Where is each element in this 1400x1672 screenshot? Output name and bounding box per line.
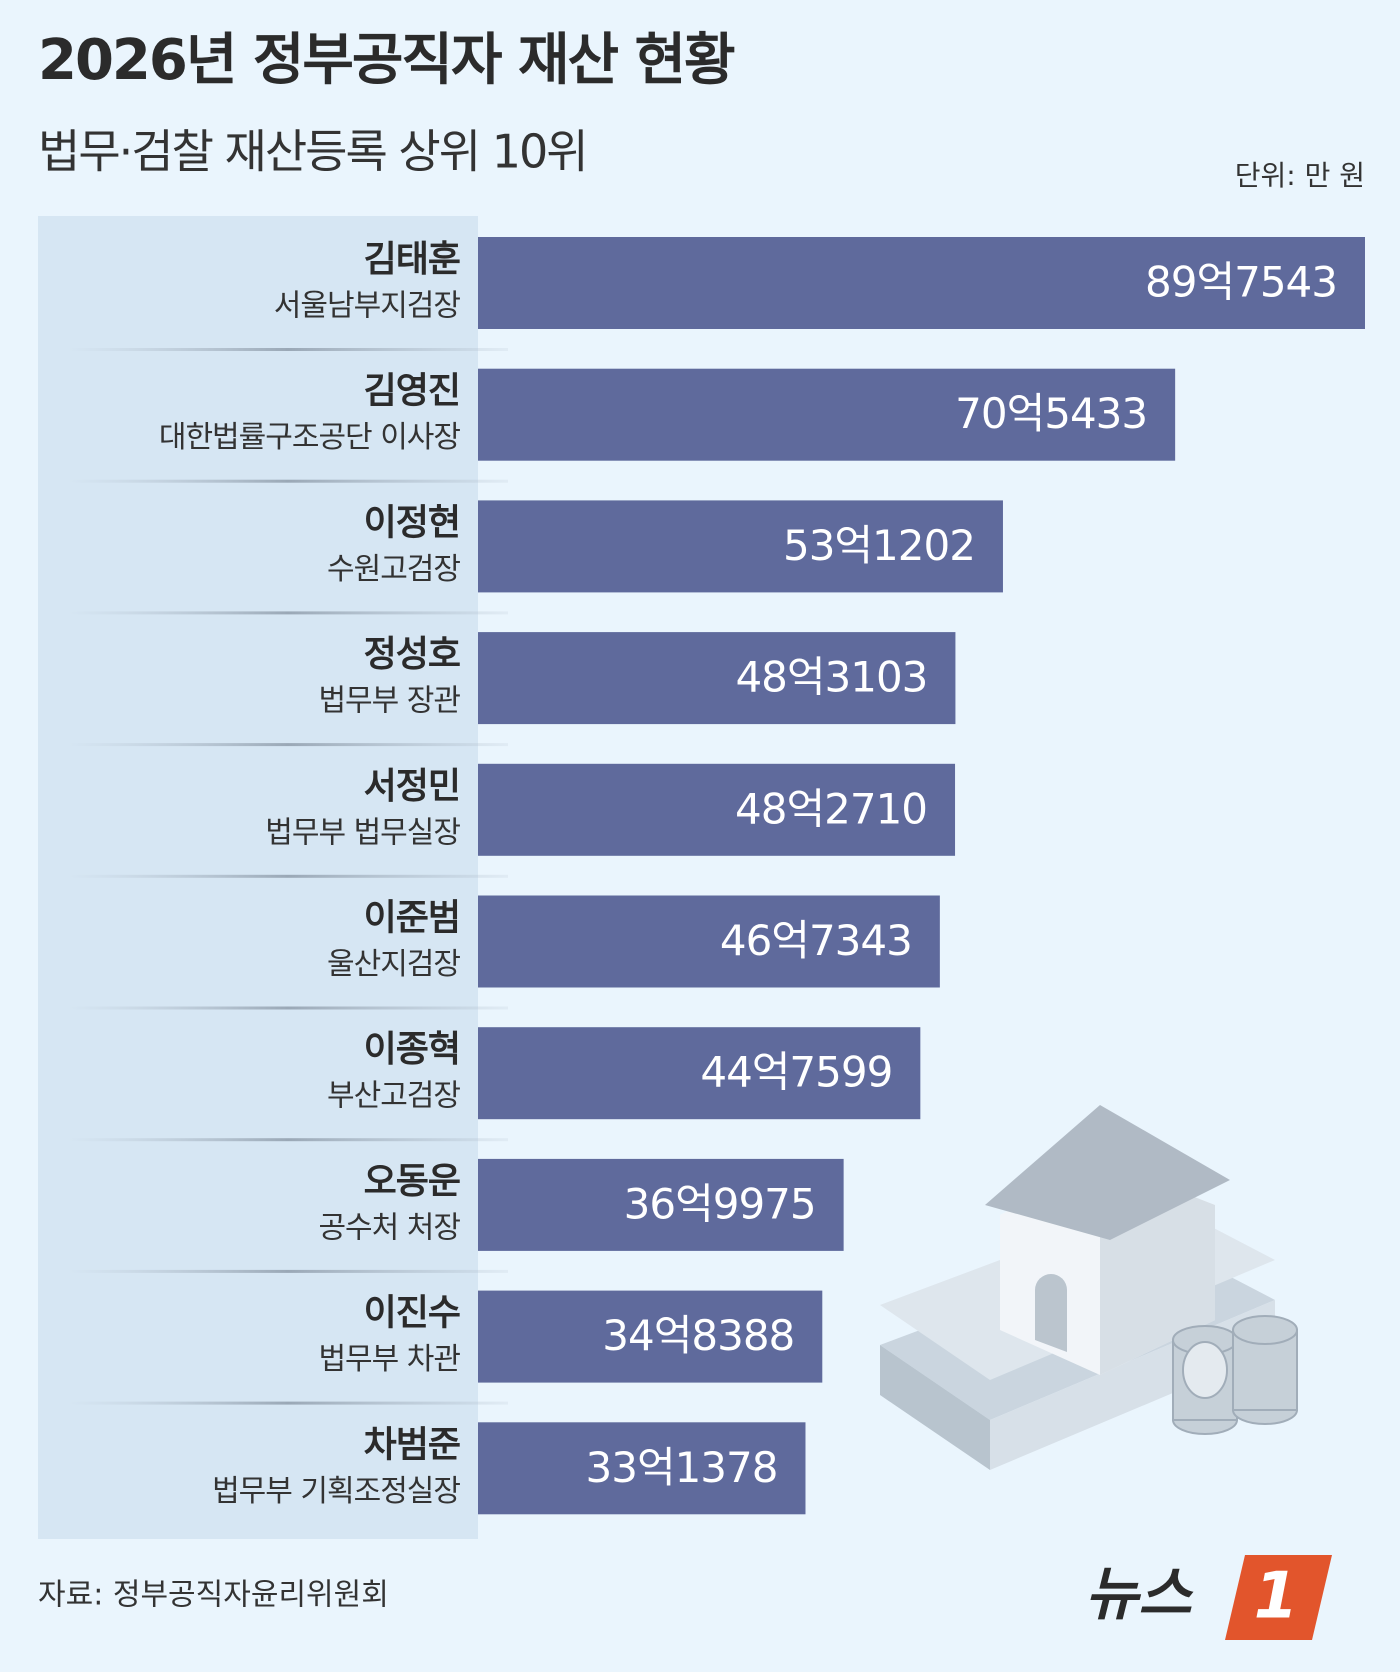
logo-mark: 1: [1254, 1560, 1299, 1634]
bar: [478, 237, 1365, 329]
bar: [478, 1158, 844, 1251]
value-label: 34억8388: [602, 1311, 794, 1360]
unit-label: 단위: 만 원: [1235, 159, 1365, 192]
category-role: 울산지검장: [327, 947, 460, 982]
logo-badge: [1225, 1555, 1332, 1640]
source: 자료: 정부공직자윤리위원회: [38, 1578, 389, 1613]
row-separator: [68, 348, 508, 351]
category-role: 대한법률구조공단 이사장: [159, 420, 461, 455]
chart-title: 2026년 정부공직자 재산 현황: [38, 28, 735, 93]
row-separator: [68, 1401, 508, 1405]
category-name: 김태훈: [364, 239, 460, 280]
logo: 뉴스 1: [1085, 1555, 1332, 1640]
bar: [478, 1422, 806, 1515]
bar: [478, 500, 1003, 593]
category-role: 법무부 법무실장: [265, 815, 460, 850]
category-name: 김영진: [364, 371, 460, 412]
category-role: 법무부 기획조정실장: [212, 1474, 460, 1509]
bar: [478, 763, 956, 856]
logo-text: 뉴스: [1085, 1560, 1194, 1628]
bar: [478, 1290, 823, 1383]
value-label: 33억1378: [586, 1443, 778, 1492]
bar: [478, 368, 1176, 461]
row-separator: [68, 611, 508, 615]
bar: [478, 895, 940, 988]
value-label: 46억7343: [720, 916, 912, 965]
category-name: 이정현: [364, 502, 460, 543]
category-role: 법무부 차관: [318, 1342, 460, 1377]
bar: [478, 632, 956, 725]
row-separator: [68, 1269, 508, 1273]
row-separator: [68, 479, 508, 483]
category-role: 공수처 처장: [318, 1210, 460, 1245]
value-label: 48억3103: [735, 653, 927, 702]
category-role: 수원고검장: [327, 552, 460, 587]
row-separator: [68, 743, 508, 747]
category-name: 이준범: [364, 898, 460, 939]
value-label: 53억1202: [783, 521, 975, 570]
category-role: 부산고검장: [327, 1079, 460, 1114]
value-label: 36억9975: [624, 1179, 816, 1228]
value-label: 70억5433: [955, 389, 1147, 438]
category-name: 차범준: [364, 1424, 460, 1465]
category-name: 오동운: [364, 1161, 460, 1202]
category-role: 법무부 장관: [318, 684, 460, 719]
chart-subtitle: 법무·검찰 재산등록 상위 10위: [38, 125, 587, 179]
row-separator: [68, 1138, 508, 1142]
value-label: 44억7599: [700, 1048, 892, 1097]
row-separator: [68, 874, 508, 878]
row-separator: [68, 1006, 508, 1010]
category-name: 서정민: [364, 766, 460, 807]
category-name: 정성호: [364, 634, 460, 675]
category-role: 서울남부지검장: [274, 289, 461, 324]
category-name: 이진수: [364, 1293, 460, 1334]
value-label: 48억2710: [735, 784, 927, 833]
illustration: [880, 1105, 1298, 1470]
value-label: 89억7543: [1145, 258, 1337, 307]
bar: [478, 1027, 921, 1120]
category-name: 이종혁: [364, 1029, 460, 1070]
